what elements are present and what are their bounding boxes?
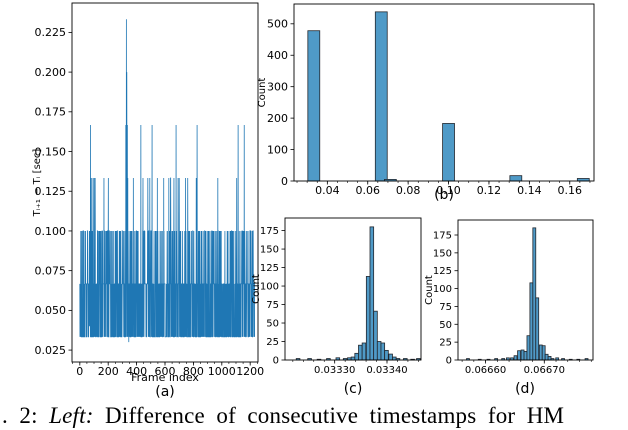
y-tick-label: 0.175 xyxy=(35,106,67,119)
y-axis-label: Tᵢ₊₁ − Tᵢ [sec] xyxy=(32,149,43,218)
histogram-bar xyxy=(376,341,382,361)
y-tick-label: 75 xyxy=(266,300,279,311)
histogram-bar xyxy=(526,335,531,361)
histogram-bar xyxy=(307,30,321,182)
y-tick-label: 0.200 xyxy=(35,66,67,79)
caption-rest: Difference of consecutive timestamps for… xyxy=(93,403,565,428)
y-tick-label: 0 xyxy=(273,356,279,367)
subplot-label-c: (c) xyxy=(343,381,363,397)
x-tick-label: 400 xyxy=(126,365,147,378)
x-tick-label: 0.06660 xyxy=(465,365,506,376)
histogram-bar xyxy=(509,175,523,182)
histogram-bar xyxy=(384,349,389,361)
y-tick-label: 200 xyxy=(267,112,288,125)
histogram-bar xyxy=(513,355,518,361)
subplot-label-b: (b) xyxy=(434,187,454,203)
y-tick-label: 300 xyxy=(267,81,288,94)
histogram-bar xyxy=(532,227,537,361)
histogram-bar xyxy=(538,344,543,361)
x-tick-label: 0.04 xyxy=(315,184,340,197)
y-tick-label: 25 xyxy=(439,338,452,349)
y-axis-label: Count xyxy=(424,275,435,305)
x-tick-label: 0.03330 xyxy=(314,365,355,376)
figure-caption: . 2: Left: Difference of consecutive tim… xyxy=(2,403,628,430)
y-tick-label: 0 xyxy=(281,175,288,188)
y-tick-label: 0.150 xyxy=(35,145,67,158)
y-tick-label: 0.225 xyxy=(35,26,67,39)
y-tick-label: 50 xyxy=(439,320,452,331)
y-tick-label: 0.050 xyxy=(35,304,67,317)
histogram-bar xyxy=(442,123,455,182)
histogram-bar xyxy=(517,350,521,361)
histogram-bar xyxy=(535,297,540,361)
y-tick-label: 100 xyxy=(267,143,288,156)
x-tick-label: 0.14 xyxy=(517,184,542,197)
y-tick-label: 0.075 xyxy=(35,265,67,278)
histogram-bar xyxy=(365,276,371,361)
histogram-bar xyxy=(529,282,534,361)
timeseries-line xyxy=(79,19,255,343)
y-tick-label: 150 xyxy=(433,248,452,259)
y-tick-label: 400 xyxy=(267,49,288,62)
histogram-bar xyxy=(374,11,388,182)
x-tick-label: 0.16 xyxy=(558,184,583,197)
x-tick-label: 0.12 xyxy=(477,184,502,197)
histogram-bar xyxy=(354,352,359,361)
y-tick-label: 150 xyxy=(260,245,279,256)
subplot-label-a: (a) xyxy=(155,384,175,400)
y-tick-label: 125 xyxy=(260,263,279,274)
x-tick-label: 0.08 xyxy=(396,184,421,197)
x-tick-label: 0.06 xyxy=(355,184,380,197)
histogram-bar xyxy=(373,310,378,361)
histogram-bar xyxy=(541,345,546,361)
chart-b: 0.04 0.06 0.08 0.10 0.12 0.14 0.16 0 100 200 300 40… xyxy=(257,3,595,197)
histogram-bar xyxy=(547,356,552,361)
x-tick-label: 0 xyxy=(76,365,83,378)
y-tick-label: 50 xyxy=(266,319,279,330)
chart-d: 0.06660 0.06670 0 25 50 75 100 125 150 175 Count xyxy=(424,219,594,376)
y-tick-label: 0.125 xyxy=(35,185,67,198)
x-tick-label: 1200 xyxy=(236,365,264,378)
histogram-bar xyxy=(369,226,375,361)
subplot-label-d: (d) xyxy=(515,381,535,397)
histogram-bar xyxy=(388,353,393,361)
x-tick-label: 1000 xyxy=(208,365,236,378)
x-tick-label: 200 xyxy=(98,365,119,378)
x-tick-label: 0.06670 xyxy=(524,365,565,376)
y-tick-label: 500 xyxy=(267,18,288,31)
y-tick-label: 100 xyxy=(260,282,279,293)
x-axis-label: Frame index xyxy=(131,371,199,384)
caption-emphasis: Left: xyxy=(49,403,94,428)
x-tick-label: 0.03340 xyxy=(366,365,407,376)
y-tick-label: 125 xyxy=(433,266,452,277)
chart-a: 0 200 400 600 800 1000 1200 0.025 0.050 0.075 0.10… xyxy=(32,2,264,384)
y-tick-label: 0 xyxy=(446,356,452,367)
y-tick-label: 100 xyxy=(433,284,452,295)
y-tick-label: 75 xyxy=(439,302,452,313)
x-tick-label: 0.10 xyxy=(436,184,461,197)
axes-box xyxy=(293,3,595,182)
histogram-bar xyxy=(361,342,367,361)
y-axis-label: Count xyxy=(257,78,268,108)
x-tick-label: 600 xyxy=(155,365,176,378)
axes-box xyxy=(457,219,594,361)
axes-box xyxy=(284,217,422,361)
y-axis-label: Count xyxy=(251,274,262,304)
y-tick-label: 25 xyxy=(266,337,279,348)
histogram-bar xyxy=(523,351,528,361)
caption-prefix: . 2: xyxy=(2,403,50,428)
histogram-bar xyxy=(358,344,363,361)
y-tick-label: 0.025 xyxy=(35,344,67,357)
histogram-bar xyxy=(520,349,525,361)
y-tick-label: 175 xyxy=(433,231,452,242)
chart-c: 0.03330 0.03340 0 25 50 75 100 125 150 175 Count xyxy=(251,217,422,376)
y-tick-label: 0.100 xyxy=(35,225,67,238)
histogram-bar xyxy=(380,342,386,361)
y-tick-label: 175 xyxy=(260,226,279,237)
x-tick-label: 800 xyxy=(183,365,204,378)
histogram-bar xyxy=(544,353,549,361)
